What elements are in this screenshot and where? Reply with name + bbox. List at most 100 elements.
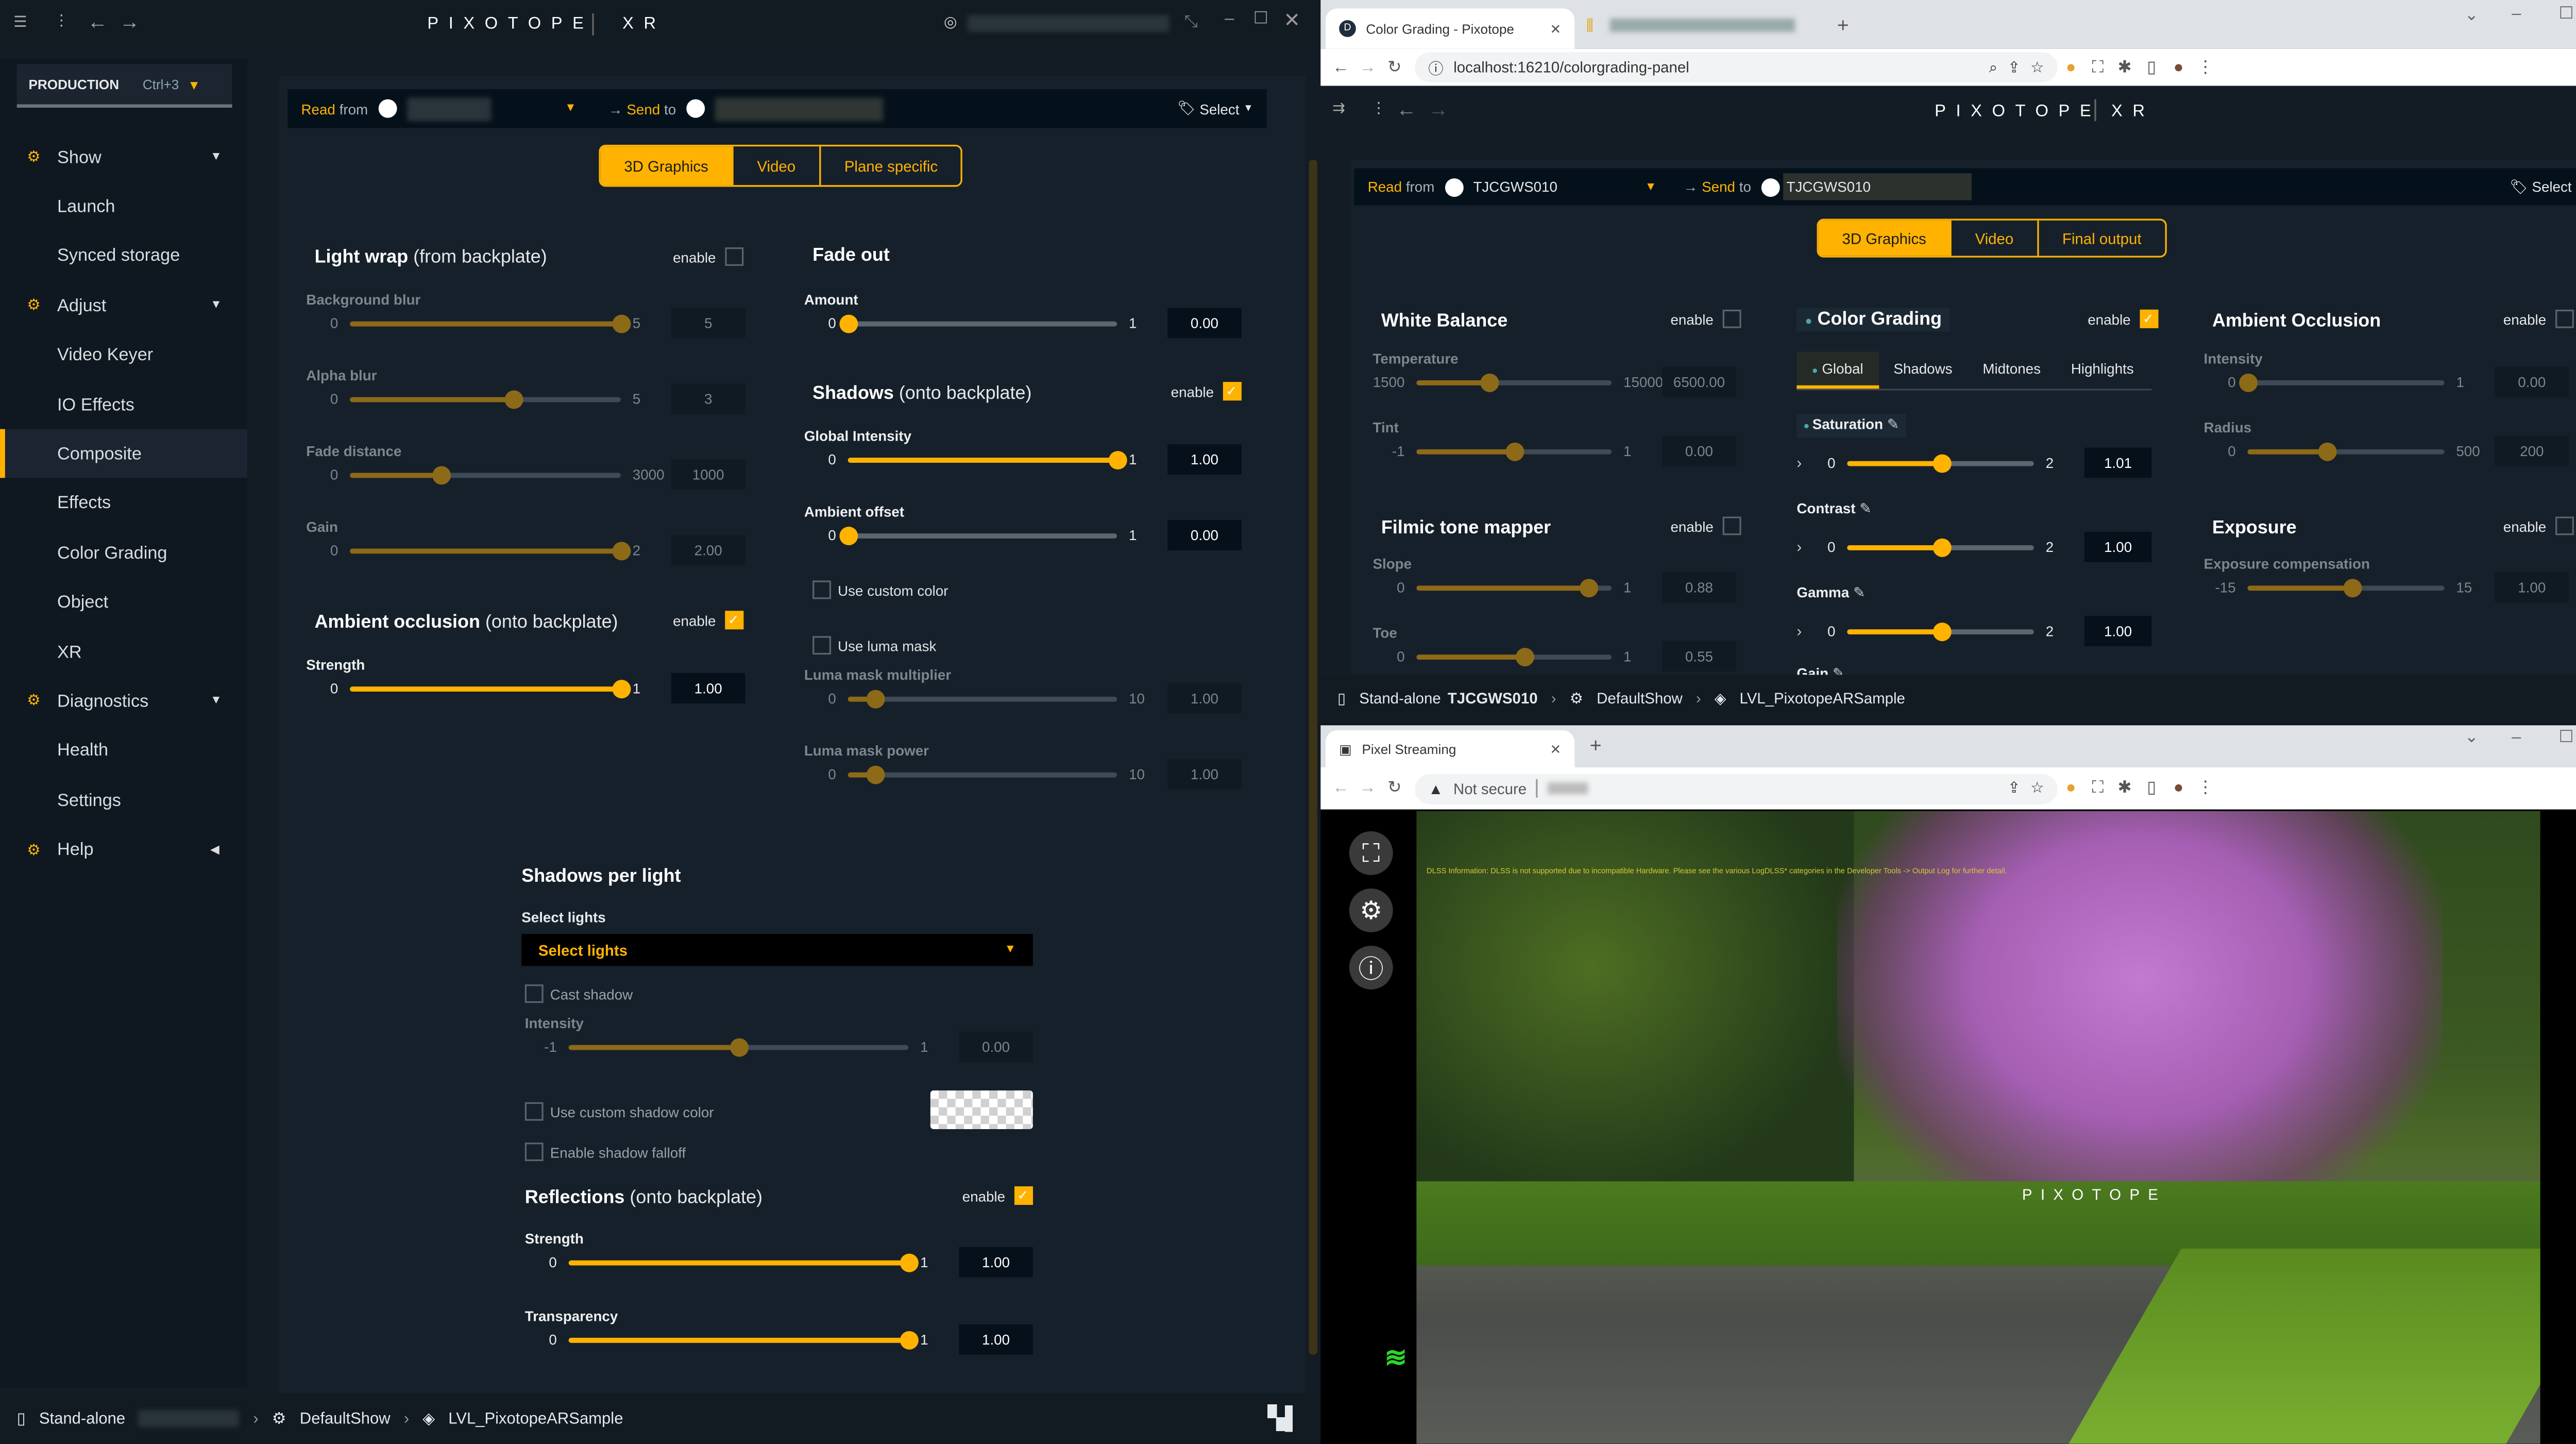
- close-icon[interactable]: ✕: [1283, 8, 1301, 32]
- back-icon[interactable]: ←: [1332, 779, 1349, 798]
- tab-search-icon[interactable]: ⌄: [2464, 7, 2479, 25]
- slider-thumb[interactable]: [1932, 622, 1951, 641]
- slider-thumb[interactable]: [1580, 578, 1599, 597]
- slider-thumb[interactable]: [730, 1037, 749, 1056]
- slider-thumb[interactable]: [900, 1253, 919, 1271]
- slider-track[interactable]: [350, 465, 621, 484]
- chevron-left-icon[interactable]: ◀: [210, 845, 219, 857]
- tab-highlights[interactable]: Highlights: [2071, 360, 2134, 377]
- second-tab-blurred[interactable]: [1609, 18, 1795, 32]
- slider-value-input[interactable]: 0.00: [2495, 366, 2569, 397]
- slider-value-input[interactable]: 2.00: [671, 535, 745, 566]
- slider-thumb[interactable]: [839, 313, 858, 332]
- slider-value-input[interactable]: 1.00: [1167, 759, 1242, 790]
- slider-track[interactable]: [568, 1037, 909, 1056]
- minimize-icon[interactable]: –: [2512, 728, 2521, 747]
- slider-value-input[interactable]: 0.00: [1167, 308, 1242, 339]
- info-button[interactable]: ⓘ: [1349, 946, 1393, 990]
- sidebar-item-color-grading[interactable]: Color Grading: [0, 529, 247, 578]
- checkbox[interactable]: [524, 1102, 544, 1121]
- reflections-enable[interactable]: enable ✓: [962, 1186, 1032, 1205]
- enable-checkbox[interactable]: ✓: [1222, 382, 1241, 401]
- connection-status-icon[interactable]: ▚▌: [1268, 1405, 1301, 1431]
- slider-track[interactable]: [839, 313, 1117, 332]
- slider-value-input[interactable]: 1.00: [1167, 444, 1242, 475]
- sidebar-item-composite[interactable]: Composite: [0, 429, 248, 479]
- tab-shadows[interactable]: Shadows: [1893, 360, 1953, 377]
- slider-value-input[interactable]: 1.00: [959, 1247, 1033, 1278]
- send-target-blurred[interactable]: [715, 96, 883, 121]
- color-grading-enable[interactable]: enable ✓: [2088, 309, 2158, 328]
- user-icon[interactable]: ◎: [943, 13, 957, 30]
- sidebar-item-synced-storage[interactable]: Synced storage: [0, 232, 247, 281]
- select-button[interactable]: Select: [1199, 100, 1240, 117]
- slider-track[interactable]: [848, 689, 1117, 708]
- new-tab-icon[interactable]: +: [1837, 13, 1849, 37]
- minimize-icon[interactable]: –: [2512, 5, 2521, 24]
- minimize-icon[interactable]: –: [1225, 10, 1234, 29]
- browser-tab-color-grading[interactable]: D Color Grading - Pixotope ✕: [1326, 8, 1575, 49]
- slider-value-input[interactable]: 1.00: [959, 1324, 1033, 1355]
- expand-chevron-icon[interactable]: ›: [1797, 454, 1802, 472]
- bookmark-star-icon[interactable]: ☆: [2030, 58, 2044, 75]
- read-dropdown-icon[interactable]: ▼: [1645, 181, 1657, 193]
- extensions-puzzle-icon[interactable]: ✱: [2117, 58, 2132, 77]
- slider-thumb[interactable]: [504, 389, 523, 408]
- slider-track[interactable]: [848, 765, 1117, 784]
- slider-thumb[interactable]: [866, 689, 885, 708]
- zoom-icon[interactable]: ⌕: [1989, 58, 1998, 75]
- eyedropper-icon[interactable]: ✎: [1832, 664, 1845, 675]
- sidebar-item-xr[interactable]: XR: [0, 628, 247, 677]
- slider-value-input[interactable]: 1.00: [2084, 616, 2152, 646]
- tab-plane-specific[interactable]: Plane specific: [819, 146, 961, 186]
- slider-value-input[interactable]: 0.55: [1662, 641, 1736, 671]
- reload-icon[interactable]: ↻: [1387, 779, 1402, 798]
- slider-track[interactable]: [2239, 373, 2445, 392]
- slider-thumb[interactable]: [2344, 578, 2363, 597]
- maximize-icon[interactable]: ☐: [2558, 5, 2574, 24]
- sidebar-item-adjust[interactable]: ⚙ Adjust ▼: [0, 281, 247, 330]
- ambient-occlusion-enable[interactable]: enable: [2503, 309, 2573, 328]
- slider-thumb[interactable]: [612, 679, 631, 698]
- slider-thumb[interactable]: [1515, 647, 1534, 666]
- checkbox[interactable]: [812, 580, 832, 599]
- enable-checkbox[interactable]: [1722, 309, 1741, 328]
- shadow-color-swatch[interactable]: [930, 1090, 1033, 1130]
- checkbox[interactable]: [524, 1143, 544, 1162]
- sidebar-item-io-effects[interactable]: IO Effects: [0, 380, 247, 429]
- back-icon[interactable]: ←: [87, 10, 108, 34]
- send-target[interactable]: TJCGWS010: [1783, 173, 1972, 200]
- sidebar-item-launch[interactable]: Launch: [0, 182, 247, 231]
- chevron-down-icon[interactable]: ▼: [210, 151, 222, 163]
- slider-track[interactable]: [848, 450, 1127, 469]
- checkbox[interactable]: [524, 984, 544, 1003]
- settings-gear-button[interactable]: ⚙: [1349, 888, 1393, 932]
- sidebar-item-diagnostics[interactable]: ⚙ Diagnostics ▼: [0, 677, 247, 726]
- address-bar[interactable]: ▲ Not secure ⇪ ☆: [1415, 773, 2058, 804]
- slider-track[interactable]: [350, 313, 631, 332]
- chevron-down-icon[interactable]: ▼: [210, 695, 222, 708]
- maximize-icon[interactable]: ☐: [2558, 728, 2574, 747]
- screenshot-extension-icon[interactable]: ⛶: [2092, 58, 2104, 77]
- bookmark-star-icon[interactable]: ☆: [2030, 779, 2044, 796]
- level-name[interactable]: LVL_PixotopeARSample: [1739, 690, 1905, 707]
- select-button[interactable]: Select: [2532, 178, 2572, 195]
- tab-3d-graphics[interactable]: 3D Graphics: [600, 146, 732, 186]
- profile-avatar[interactable]: ●: [2173, 779, 2184, 798]
- slider-value-input[interactable]: 1.00: [1167, 683, 1242, 714]
- sidebar-item-show[interactable]: ⚙ Show ▼: [0, 133, 247, 182]
- slider-track[interactable]: [839, 526, 1117, 545]
- slider-track[interactable]: [568, 1330, 919, 1349]
- stream-video[interactable]: DLSS Information: DLSS is not supported …: [1416, 811, 2540, 1444]
- tab-final-output[interactable]: Final output: [2037, 220, 2165, 256]
- custom-shadow-color-checkbox[interactable]: Use custom shadow color: [524, 1102, 714, 1121]
- tab-global[interactable]: ● Global: [1797, 351, 1878, 389]
- slider-value-input[interactable]: 0.00: [1167, 519, 1242, 550]
- slider-value-input[interactable]: 0.00: [959, 1031, 1033, 1062]
- slider-value-input[interactable]: 1.00: [2084, 531, 2152, 562]
- use-custom-color-checkbox[interactable]: Use custom color: [812, 580, 948, 599]
- slider-thumb[interactable]: [1505, 442, 1524, 461]
- ambient-occlusion-enable[interactable]: enable ✓: [673, 611, 743, 630]
- slider-value-input[interactable]: 1.00: [671, 673, 745, 703]
- slider-track[interactable]: [1847, 454, 2034, 472]
